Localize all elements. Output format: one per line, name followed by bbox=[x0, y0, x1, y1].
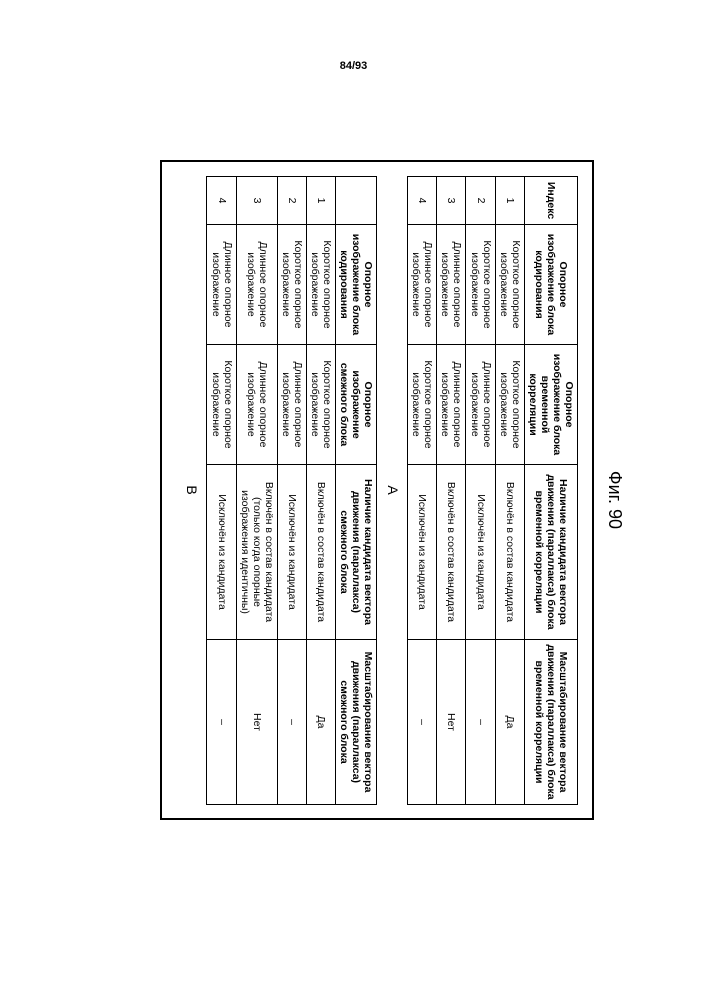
cell-scale: Нет bbox=[236, 640, 277, 805]
figure-border: Индекс Опорное изображение блока кодиров… bbox=[161, 160, 595, 820]
cell-cand: Включён в состав кандидата bbox=[495, 465, 524, 640]
cell-cand: Включён в состав кандидата (только когда… bbox=[236, 465, 277, 640]
cell-idx: 3 bbox=[236, 177, 277, 225]
cell-cand: Включён в состав кандидата bbox=[306, 465, 335, 640]
cell-idx: 1 bbox=[306, 177, 335, 225]
table-row: 2 Короткое опорное изображение Длинное о… bbox=[277, 177, 306, 805]
header-cand: Наличие кандидата вектора движения (пара… bbox=[524, 465, 577, 640]
cell-cand: Исключён из кандидата bbox=[207, 465, 236, 640]
cell-cand: Включён в состав кандидата bbox=[437, 465, 466, 640]
cell-ref: Длинное опорное изображение bbox=[236, 225, 277, 345]
cell-scale: Нет bbox=[437, 640, 466, 805]
section-label-a: A bbox=[385, 176, 401, 804]
cell-corr: Короткое опорное изображение bbox=[408, 345, 437, 465]
cell-scale: Да bbox=[495, 640, 524, 805]
figure-title: Фиг. 90 bbox=[604, 160, 625, 840]
cell-ref: Длинное опорное изображение bbox=[408, 225, 437, 345]
table-b: Опорное изображение блока кодирования Оп… bbox=[207, 176, 378, 805]
cell-corr: Длинное опорное изображение bbox=[437, 345, 466, 465]
table-row: 3 Длинное опорное изображение Длинное оп… bbox=[437, 177, 466, 805]
header-ref: Опорное изображение блока кодирования bbox=[524, 225, 577, 345]
cell-idx: 2 bbox=[466, 177, 495, 225]
cell-ref: Короткое опорное изображение bbox=[466, 225, 495, 345]
table-row: 1 Короткое опорное изображение Короткое … bbox=[306, 177, 335, 805]
table-row: 4 Длинное опорное изображение Короткое о… bbox=[207, 177, 236, 805]
table-row: 4 Длинное опорное изображение Короткое о… bbox=[408, 177, 437, 805]
header-scale: Масштабирование вектора движения (паралл… bbox=[524, 640, 577, 805]
cell-corr: Короткое опорное изображение bbox=[495, 345, 524, 465]
cell-corr: Короткое опорное изображение bbox=[306, 345, 335, 465]
header-cand: Наличие кандидата вектора движения (пара… bbox=[336, 465, 377, 640]
header-corr: Опорное изображение смежного блока bbox=[336, 345, 377, 465]
cell-idx: 4 bbox=[207, 177, 236, 225]
section-label-b: B bbox=[185, 176, 201, 804]
header-scale: Масштабирование вектора движения (паралл… bbox=[336, 640, 377, 805]
cell-ref: Длинное опорное изображение bbox=[207, 225, 236, 345]
cell-idx: 1 bbox=[495, 177, 524, 225]
cell-idx: 4 bbox=[408, 177, 437, 225]
cell-scale: – bbox=[466, 640, 495, 805]
cell-corr: Короткое опорное изображение bbox=[207, 345, 236, 465]
table-row: 2 Короткое опорное изображение Длинное о… bbox=[466, 177, 495, 805]
page-number: 84/93 bbox=[0, 60, 707, 72]
table-a: Индекс Опорное изображение блока кодиров… bbox=[407, 176, 578, 805]
header-index bbox=[336, 177, 377, 225]
cell-corr: Длинное опорное изображение bbox=[466, 345, 495, 465]
rotated-figure-container: Фиг. 90 Индекс Опорное изображение блока… bbox=[15, 230, 695, 770]
table-row: Индекс Опорное изображение блока кодиров… bbox=[524, 177, 577, 805]
table-row: 3 Длинное опорное изображение Длинное оп… bbox=[236, 177, 277, 805]
cell-idx: 2 bbox=[277, 177, 306, 225]
cell-corr: Длинное опорное изображение bbox=[236, 345, 277, 465]
cell-ref: Длинное опорное изображение bbox=[437, 225, 466, 345]
table-row: 1 Короткое опорное изображение Короткое … bbox=[495, 177, 524, 805]
cell-ref: Короткое опорное изображение bbox=[306, 225, 335, 345]
cell-ref: Короткое опорное изображение bbox=[277, 225, 306, 345]
table-row: Опорное изображение блока кодирования Оп… bbox=[336, 177, 377, 805]
cell-scale: – bbox=[408, 640, 437, 805]
cell-scale: Да bbox=[306, 640, 335, 805]
header-ref: Опорное изображение блока кодирования bbox=[336, 225, 377, 345]
cell-idx: 3 bbox=[437, 177, 466, 225]
cell-cand: Исключён из кандидата bbox=[277, 465, 306, 640]
cell-cand: Исключён из кандидата bbox=[408, 465, 437, 640]
cell-corr: Длинное опорное изображение bbox=[277, 345, 306, 465]
header-corr: Опорное изображение блока временной корр… bbox=[524, 345, 577, 465]
cell-ref: Короткое опорное изображение bbox=[495, 225, 524, 345]
cell-scale: – bbox=[277, 640, 306, 805]
cell-cand: Исключён из кандидата bbox=[466, 465, 495, 640]
cell-scale: – bbox=[207, 640, 236, 805]
header-index: Индекс bbox=[524, 177, 577, 225]
